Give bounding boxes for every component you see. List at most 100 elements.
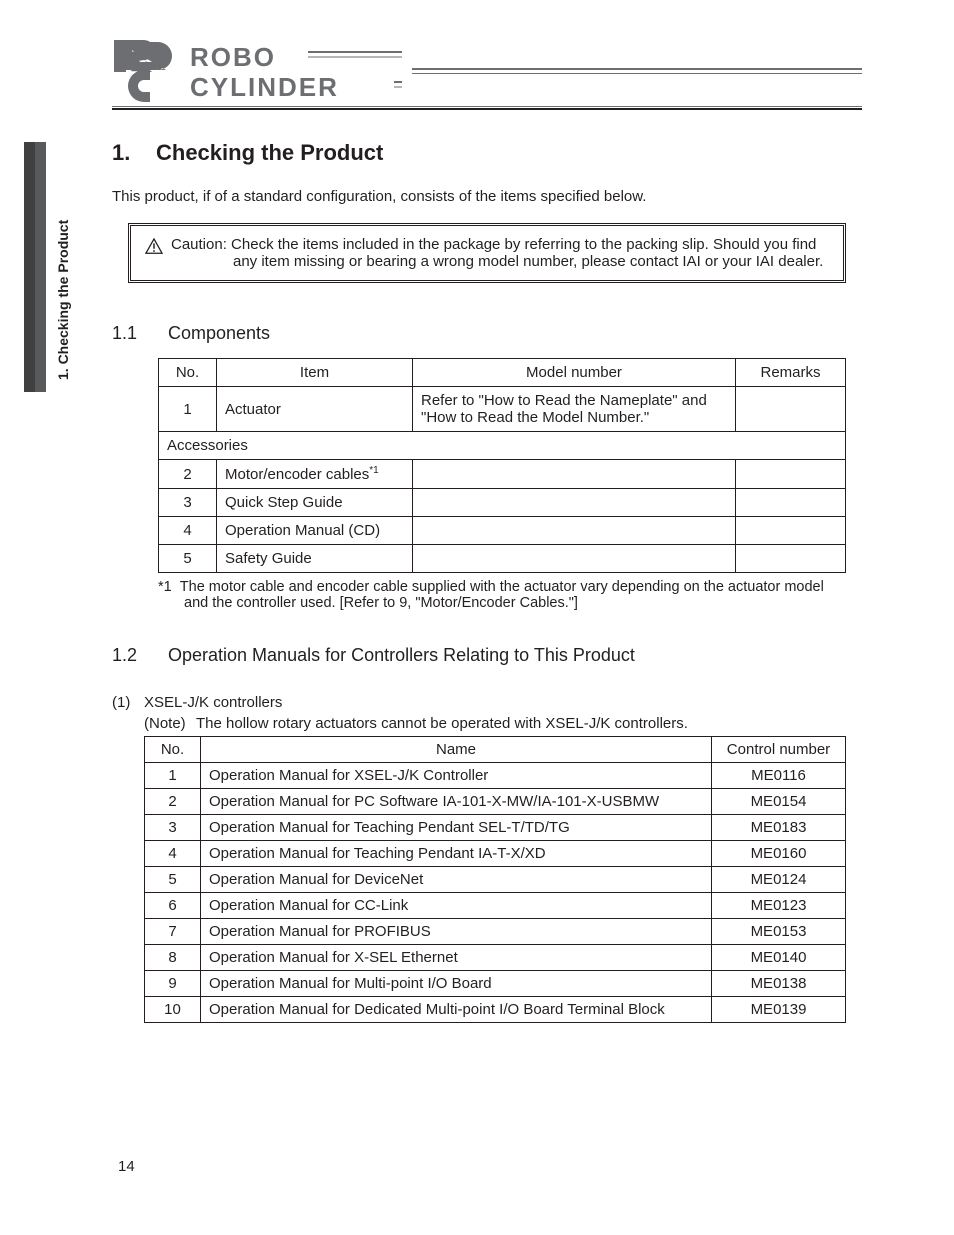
cell-control-number: ME0116	[712, 763, 846, 789]
cell-no: 4	[159, 517, 217, 545]
page-content: ROBO CYLINDER 1.Checking the Product Thi…	[112, 40, 862, 1023]
cell-control-number: ME0153	[712, 919, 846, 945]
cell-model	[413, 517, 736, 545]
table-row: 3 Quick Step Guide	[159, 489, 846, 517]
cell-item: Safety Guide	[217, 545, 413, 573]
warning-icon	[145, 238, 163, 254]
cell-no: 2	[159, 460, 217, 489]
subsection-number: 1.2	[112, 645, 168, 666]
note-line: (Note)The hollow rotary actuators cannot…	[144, 715, 862, 732]
footnote-text: *1 The motor cable and encoder cable sup…	[158, 579, 846, 611]
table-row: 5Operation Manual for DeviceNetME0124	[145, 867, 846, 893]
cell-name: Operation Manual for PC Software IA-101-…	[201, 789, 712, 815]
cell-name: Operation Manual for DeviceNet	[201, 867, 712, 893]
cell-control-number: ME0140	[712, 945, 846, 971]
subsection-title: Operation Manuals for Controllers Relati…	[168, 645, 635, 665]
section-heading: 1.Checking the Product	[112, 140, 862, 166]
cell-no: 10	[145, 997, 201, 1023]
side-tab	[24, 142, 46, 392]
table-row: 8Operation Manual for X-SEL EthernetME01…	[145, 945, 846, 971]
cell-remarks	[736, 387, 846, 432]
cell-name: Operation Manual for Dedicated Multi-poi…	[201, 997, 712, 1023]
cell-no: 8	[145, 945, 201, 971]
cell-no: 1	[145, 763, 201, 789]
cell-no: 7	[145, 919, 201, 945]
cell-control-number: ME0138	[712, 971, 846, 997]
table-row: 3Operation Manual for Teaching Pendant S…	[145, 815, 846, 841]
cell-no: 1	[159, 387, 217, 432]
caution-label: Caution:	[171, 236, 227, 253]
table-row: 10Operation Manual for Dedicated Multi-p…	[145, 997, 846, 1023]
logo-row: ROBO CYLINDER	[112, 40, 862, 102]
cell-control-number: ME0124	[712, 867, 846, 893]
table-row: 4Operation Manual for Teaching Pendant I…	[145, 841, 846, 867]
subsection-title: Components	[168, 323, 270, 343]
cell-item: Operation Manual (CD)	[217, 517, 413, 545]
cell-no: 2	[145, 789, 201, 815]
caution-box: Caution: Check the items included in the…	[128, 223, 846, 283]
cell-item: Quick Step Guide	[217, 489, 413, 517]
th-model: Model number	[413, 359, 736, 387]
logo-text-1: ROBO	[190, 42, 276, 72]
subsection-1-1: 1.1Components	[112, 323, 862, 344]
table-row: 2 Motor/encoder cables*1	[159, 460, 846, 489]
subsection-1-2: 1.2Operation Manuals for Controllers Rel…	[112, 645, 862, 666]
sub-sub-heading: (1)XSEL-J/K controllers	[112, 694, 862, 711]
table-row: 7Operation Manual for PROFIBUSME0153	[145, 919, 846, 945]
robo-cylinder-logo: ROBO CYLINDER	[112, 40, 402, 102]
note-label: (Note)	[144, 715, 196, 732]
cell-name: Operation Manual for Teaching Pendant IA…	[201, 841, 712, 867]
cell-name: Operation Manual for Teaching Pendant SE…	[201, 815, 712, 841]
cell-name: Operation Manual for XSEL-J/K Controller	[201, 763, 712, 789]
cell-remarks	[736, 517, 846, 545]
cell-name: Operation Manual for PROFIBUS	[201, 919, 712, 945]
cell-no: 4	[145, 841, 201, 867]
cell-name: Operation Manual for Multi-point I/O Boa…	[201, 971, 712, 997]
cell-name: Operation Manual for CC-Link	[201, 893, 712, 919]
footnote-marker: *1	[369, 465, 378, 476]
cell-remarks	[736, 489, 846, 517]
th-name: Name	[201, 737, 712, 763]
header-divider	[112, 106, 862, 110]
caution-line2: any item missing or bearing a wrong mode…	[233, 253, 829, 270]
footnote-body: The motor cable and encoder cable suppli…	[180, 579, 824, 611]
table-row: 2Operation Manual for PC Software IA-101…	[145, 789, 846, 815]
footnote-mark: *1	[158, 579, 172, 595]
cell-model	[413, 545, 736, 573]
cell-no: 3	[145, 815, 201, 841]
cell-no: 3	[159, 489, 217, 517]
table-row: 6Operation Manual for CC-LinkME0123	[145, 893, 846, 919]
cell-control-number: ME0160	[712, 841, 846, 867]
sub-sub-title: XSEL-J/K controllers	[144, 694, 282, 711]
table-row: 9Operation Manual for Multi-point I/O Bo…	[145, 971, 846, 997]
cell-model	[413, 460, 736, 489]
cell-no: 9	[145, 971, 201, 997]
cell-item: Motor/encoder cables*1	[217, 460, 413, 489]
accessories-label: Accessories	[159, 432, 846, 460]
th-no: No.	[159, 359, 217, 387]
caution-text: Caution: Check the items included in the…	[171, 236, 829, 270]
table-header-row: No. Name Control number	[145, 737, 846, 763]
cell-control-number: ME0183	[712, 815, 846, 841]
subsection-number: 1.1	[112, 323, 168, 344]
cell-no: 6	[145, 893, 201, 919]
table-row: 1Operation Manual for XSEL-J/K Controlle…	[145, 763, 846, 789]
intro-text: This product, if of a standard configura…	[112, 188, 862, 205]
section-title: Checking the Product	[156, 140, 383, 165]
cell-remarks	[736, 460, 846, 489]
cell-control-number: ME0154	[712, 789, 846, 815]
paren-number: (1)	[112, 694, 144, 711]
cell-remarks	[736, 545, 846, 573]
cell-model	[413, 489, 736, 517]
components-table: No. Item Model number Remarks 1 Actuator…	[158, 358, 846, 573]
th-remarks: Remarks	[736, 359, 846, 387]
cell-name: Operation Manual for X-SEL Ethernet	[201, 945, 712, 971]
th-control-number: Control number	[712, 737, 846, 763]
cell-no: 5	[145, 867, 201, 893]
section-number: 1.	[112, 140, 156, 166]
cell-item: Actuator	[217, 387, 413, 432]
cell-control-number: ME0123	[712, 893, 846, 919]
table-row: 5 Safety Guide	[159, 545, 846, 573]
cell-model: Refer to "How to Read the Nameplate" and…	[413, 387, 736, 432]
manuals-table: No. Name Control number 1Operation Manua…	[144, 736, 846, 1023]
